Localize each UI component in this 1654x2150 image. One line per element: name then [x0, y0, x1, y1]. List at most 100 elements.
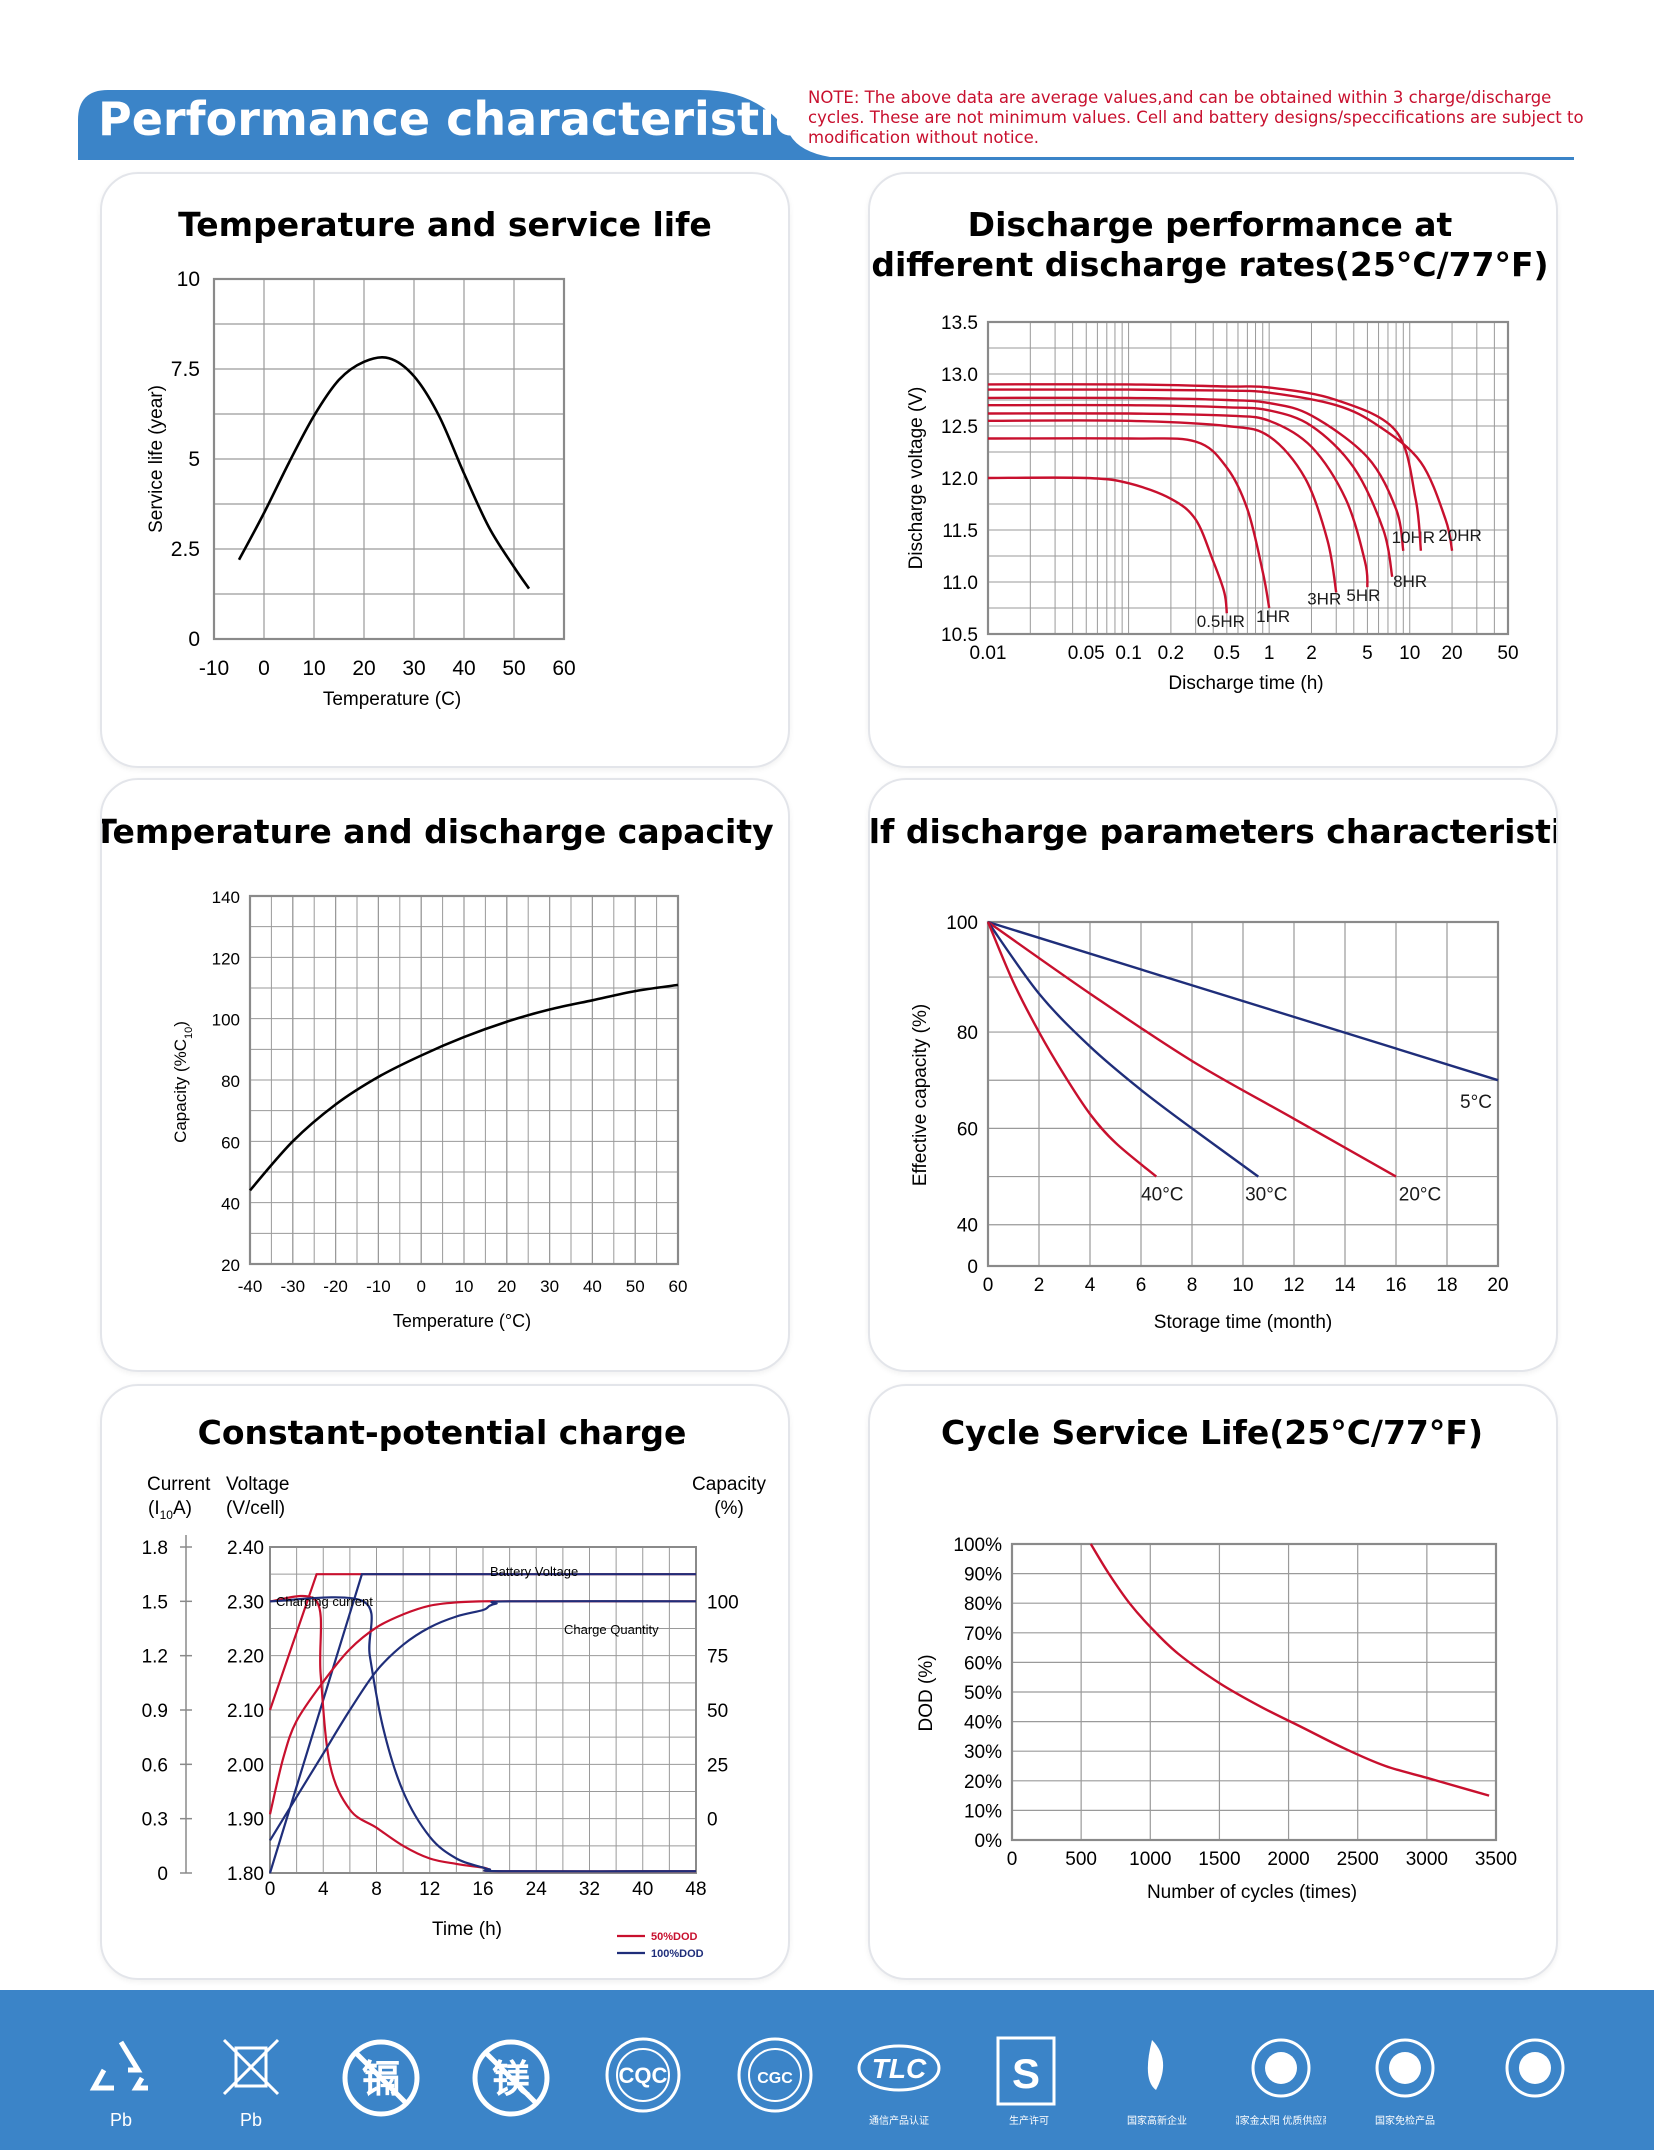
capacity-axis-title: Capacity [692, 1474, 766, 1495]
current-tick-label: 1.5 [142, 1592, 168, 1613]
series-label: 20°C [1399, 1185, 1441, 1206]
voltage-tick-label: 1.80 [227, 1864, 264, 1885]
x-tick-label: 50 [502, 657, 525, 680]
current-tick-label: 1.2 [142, 1647, 168, 1668]
y-tick-label: 40 [221, 1195, 240, 1214]
voltage-tick-label: 1.90 [227, 1810, 264, 1831]
x-axis-label: Number of cycles (times) [1147, 1882, 1357, 1903]
panel-self-discharge: Self discharge parameters characteristic… [868, 778, 1558, 1372]
y-tick-label: 50% [964, 1683, 1002, 1704]
x-tick-label: 48 [685, 1879, 706, 1900]
y-tick-label: 7.5 [171, 358, 200, 381]
recycle-arrows [89, 2040, 148, 2091]
voltage-axis-title: Voltage [226, 1474, 289, 1495]
y-tick-label: 11.5 [942, 521, 978, 542]
x-tick-label: 4 [1085, 1275, 1096, 1296]
no-mercury-icon: 镁 [466, 2030, 556, 2130]
y-tick-label: 13.0 [941, 365, 978, 386]
x-tick-label: 40 [583, 1277, 602, 1296]
voltage-axis-unit: (V/cell) [226, 1498, 285, 1519]
y-tick-label: 10 [177, 268, 200, 291]
x-tick-label: 14 [1334, 1275, 1356, 1296]
chart-title: Cycle Service Life(25°C/77°F) [941, 1413, 1483, 1452]
capacity-tick-label: 75 [707, 1647, 728, 1668]
chart-cycle-life: Cycle Service Life(25°C/77°F) 0 500 1000 15… [916, 1413, 1517, 1903]
y-tick-label: 40 [957, 1216, 978, 1237]
icon-caption: Pb [110, 2110, 132, 2130]
chart-temp-life: Temperature and service life -10 0 10 20 30 4… [146, 205, 712, 710]
bin-body [234, 2046, 268, 2088]
exempt-inspection-icon: 国家免检产品 [1360, 2030, 1450, 2130]
series-label: 8HR [1393, 572, 1427, 591]
x-tick-label: -40 [238, 1277, 263, 1296]
x-tick-label: 2000 [1267, 1849, 1309, 1870]
ring [1251, 2038, 1311, 2098]
crossed-bin-icon: Pb [206, 2030, 296, 2130]
voltage-tick-label: 2.40 [227, 1538, 264, 1559]
x-tick-label: -10 [366, 1277, 391, 1296]
series-label: 40°C [1141, 1185, 1183, 1206]
y-axis-label: Effective capacity (%) [910, 1004, 931, 1186]
x-tick-label: 0.01 [970, 643, 1007, 664]
chart-discharge-rates: Discharge performance at different disch… [871, 205, 1548, 694]
glyph: CQC [619, 2063, 668, 2088]
series-label: 1HR [1256, 607, 1290, 626]
x-tick-label: 1500 [1198, 1849, 1240, 1870]
chart-self-discharge: Self discharge parameters characteristic… [870, 812, 1556, 1333]
capacity-tick-label: 0 [707, 1810, 718, 1831]
ring [1505, 2038, 1565, 2098]
battery-voltage-label: Battery Voltage [490, 1564, 578, 1579]
flame [1147, 2040, 1164, 2090]
x-tick-label: 500 [1065, 1849, 1097, 1870]
x-tick-label: 40 [452, 657, 475, 680]
panel-temp-capacity: Temperature and discharge capacity -40 -3… [100, 778, 790, 1372]
slash [484, 2051, 538, 2105]
grid [213, 278, 565, 640]
chart-title: Temperature and discharge capacity [102, 812, 774, 851]
recycle-icon: Pb [76, 2030, 166, 2130]
high-tech-icon: 国家高新企业 [1112, 2030, 1202, 2130]
x-tick-label: 0 [983, 1275, 994, 1296]
y-tick-label: 0% [975, 1831, 1003, 1852]
icon-caption: 生产许可 [1009, 2114, 1049, 2127]
voltage-tick-label: 2.30 [227, 1592, 264, 1613]
grid [1011, 1543, 1497, 1841]
x-tick-label: 2 [1306, 643, 1317, 664]
voltage-tick-label: 2.20 [227, 1647, 264, 1668]
y-tick-label: 70% [964, 1624, 1002, 1645]
x-tick-label: 40 [632, 1879, 653, 1900]
y-tick-label: 100% [953, 1535, 1002, 1556]
x-tick-label: 16 [472, 1879, 493, 1900]
ring [857, 2044, 941, 2092]
y-axis-label: Capacity (%C10) [171, 1021, 195, 1143]
cross-line [222, 2038, 280, 2096]
current-tick-label: 0.6 [142, 1755, 168, 1776]
capacity-tick-label: 50 [707, 1701, 728, 1722]
series-label: 0.5HR [1197, 612, 1245, 631]
y-tick-label: 100 [946, 913, 978, 934]
x-tick-label: 0 [1007, 1849, 1018, 1870]
current-axis-title: Current [147, 1474, 211, 1495]
x-tick-label: 3000 [1406, 1849, 1448, 1870]
ring [472, 2039, 550, 2117]
emblem [1519, 2052, 1551, 2084]
y-tick-label: 100 [212, 1011, 240, 1030]
x-tick-label: 20 [1441, 643, 1462, 664]
x-tick-label: 8 [1187, 1275, 1198, 1296]
panel-discharge-rates: Discharge performance at different disch… [868, 172, 1558, 768]
y-tick-label: 60 [221, 1133, 240, 1152]
x-tick-label: 2500 [1337, 1849, 1379, 1870]
series-line [986, 921, 1158, 1178]
cgc-icon: CGC [730, 2030, 820, 2130]
y-tick-label: 140 [212, 888, 240, 907]
y-axis-label: Service life (year) [146, 385, 167, 533]
series-label: 30°C [1245, 1185, 1287, 1206]
chart-title: Self discharge parameters characteristic… [870, 812, 1556, 851]
x-tick-label: 8 [371, 1879, 382, 1900]
series-line [237, 355, 531, 590]
series-label: 20HR [1438, 526, 1481, 545]
y-tick-label: 0 [967, 1257, 978, 1278]
plot-frame [1010, 1542, 1498, 1842]
y-tick-label: 80% [964, 1594, 1002, 1615]
x-tick-label: 20 [352, 657, 375, 680]
